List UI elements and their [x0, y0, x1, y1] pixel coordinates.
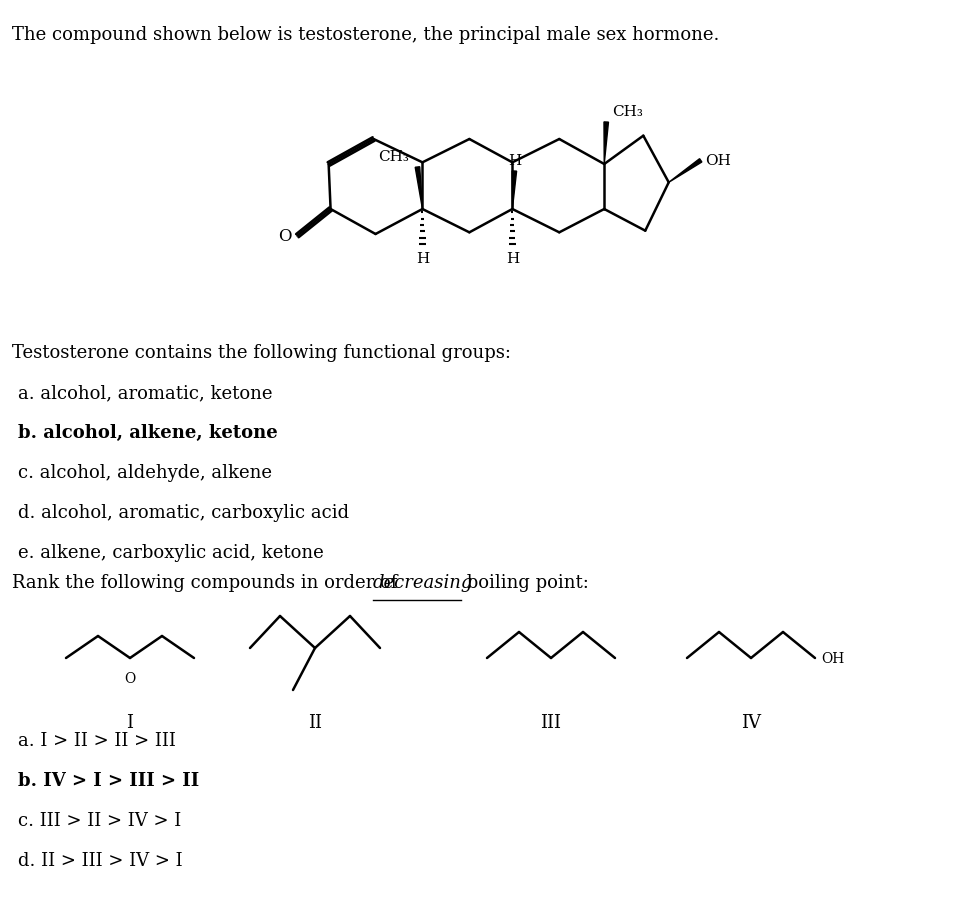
- Text: c. alcohol, aldehyde, alkene: c. alcohol, aldehyde, alkene: [18, 463, 272, 481]
- Text: boiling point:: boiling point:: [461, 573, 588, 591]
- Polygon shape: [604, 123, 609, 165]
- Text: O: O: [125, 671, 135, 685]
- Text: a. I > II > II > III: a. I > II > II > III: [18, 731, 176, 749]
- Text: II: II: [308, 713, 322, 731]
- Text: IV: IV: [741, 713, 761, 731]
- Text: The compound shown below is testosterone, the principal male sex hormone.: The compound shown below is testosterone…: [12, 26, 720, 44]
- Text: a. alcohol, aromatic, ketone: a. alcohol, aromatic, ketone: [18, 384, 272, 402]
- Text: b. IV > I > III > II: b. IV > I > III > II: [18, 771, 199, 789]
- Polygon shape: [512, 172, 517, 209]
- Text: III: III: [541, 713, 561, 731]
- Text: CH₃: CH₃: [379, 150, 410, 163]
- Text: O: O: [278, 228, 292, 245]
- Text: CH₃: CH₃: [612, 105, 643, 119]
- Text: H: H: [506, 252, 519, 265]
- Text: decreasing: decreasing: [373, 573, 473, 591]
- Text: e. alkene, carboxylic acid, ketone: e. alkene, carboxylic acid, ketone: [18, 544, 324, 562]
- Text: c. III > II > IV > I: c. III > II > IV > I: [18, 811, 182, 829]
- Polygon shape: [415, 168, 422, 209]
- Text: b. alcohol, alkene, ketone: b. alcohol, alkene, ketone: [18, 424, 278, 442]
- Text: Rank the following compounds in order of: Rank the following compounds in order of: [12, 573, 403, 591]
- Text: d. alcohol, aromatic, carboxylic acid: d. alcohol, aromatic, carboxylic acid: [18, 504, 349, 521]
- Text: Testosterone contains the following functional groups:: Testosterone contains the following func…: [12, 344, 511, 361]
- Text: H: H: [415, 252, 429, 265]
- Text: OH: OH: [705, 154, 730, 168]
- Polygon shape: [668, 160, 702, 183]
- Text: d. II > III > IV > I: d. II > III > IV > I: [18, 851, 183, 869]
- Text: I: I: [127, 713, 133, 731]
- Text: OH: OH: [821, 651, 844, 666]
- Text: H: H: [508, 154, 521, 168]
